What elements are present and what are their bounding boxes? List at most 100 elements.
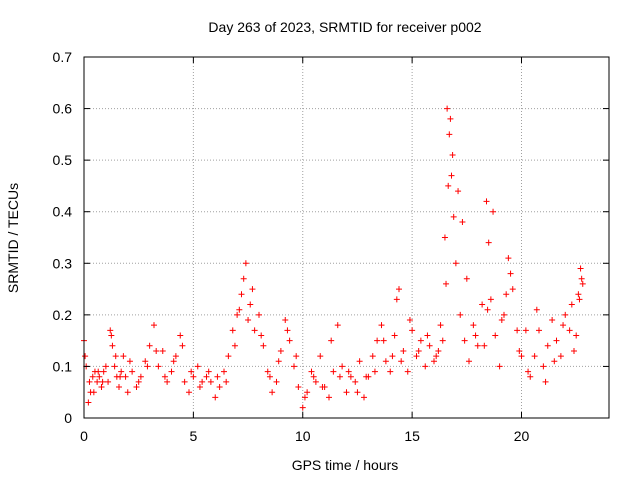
x-tick-label: 5 xyxy=(189,428,197,444)
data-point xyxy=(301,394,308,401)
data-point xyxy=(196,384,203,391)
data-point xyxy=(214,373,221,380)
x-tick-label: 20 xyxy=(514,428,530,444)
y-axis-label: SRMTID / TECUs xyxy=(5,183,21,293)
data-point xyxy=(293,353,300,360)
data-point xyxy=(466,358,472,365)
data-point xyxy=(116,384,122,391)
data-point xyxy=(455,188,462,195)
data-point xyxy=(190,373,197,380)
data-point xyxy=(514,327,521,334)
data-point xyxy=(533,306,540,313)
data-point xyxy=(151,322,157,329)
data-point xyxy=(557,353,564,360)
y-tick-label: 0.7 xyxy=(53,49,73,65)
data-point xyxy=(389,353,396,360)
data-point xyxy=(577,265,584,272)
data-point xyxy=(437,322,444,329)
data-point xyxy=(164,378,171,385)
data-point xyxy=(522,327,529,334)
data-point xyxy=(308,368,315,375)
data-point xyxy=(527,373,534,380)
data-point xyxy=(380,337,387,344)
data-point xyxy=(575,291,582,298)
data-point xyxy=(487,296,494,303)
data-point xyxy=(400,347,407,354)
data-point xyxy=(387,368,394,375)
data-point xyxy=(90,389,97,396)
data-point xyxy=(417,337,424,344)
data-point xyxy=(172,353,179,360)
data-point xyxy=(199,378,206,385)
data-point xyxy=(203,373,210,380)
data-point xyxy=(207,378,214,385)
y-tick-label: 0.3 xyxy=(53,255,73,271)
data-point xyxy=(194,363,201,370)
data-point xyxy=(205,368,212,375)
data-point xyxy=(496,363,503,370)
data-point xyxy=(109,342,116,349)
data-point xyxy=(179,342,186,349)
data-point xyxy=(452,260,459,267)
data-point xyxy=(448,172,455,179)
data-point xyxy=(155,363,162,370)
data-point xyxy=(117,373,124,380)
data-point xyxy=(124,389,131,396)
x-axis-label: GPS time / hours xyxy=(292,457,399,473)
data-point xyxy=(266,373,273,380)
data-point xyxy=(247,301,254,308)
data-point xyxy=(363,373,370,380)
data-point xyxy=(354,389,361,396)
data-point xyxy=(236,306,243,313)
x-tick-label: 0 xyxy=(80,428,88,444)
data-point xyxy=(479,301,486,308)
data-point xyxy=(251,327,258,334)
data-point xyxy=(291,363,297,370)
data-point xyxy=(326,394,332,401)
data-point xyxy=(441,234,448,241)
data-point xyxy=(108,332,115,339)
data-point xyxy=(126,358,133,365)
data-point xyxy=(286,337,293,344)
data-point xyxy=(319,384,326,391)
y-tick-label: 0.6 xyxy=(53,101,73,117)
data-point xyxy=(122,373,129,380)
data-point xyxy=(470,322,477,329)
data-point xyxy=(566,327,573,334)
data-point xyxy=(177,332,184,339)
data-point xyxy=(579,280,586,287)
y-tick-label: 0.5 xyxy=(53,152,73,168)
data-point xyxy=(330,368,337,375)
data-point xyxy=(170,358,177,365)
y-tick-label: 0.2 xyxy=(53,307,73,323)
data-point xyxy=(95,368,102,375)
data-point xyxy=(485,239,492,246)
data-point xyxy=(186,389,192,396)
data-point xyxy=(118,368,125,375)
data-point xyxy=(295,384,302,391)
data-point xyxy=(371,368,378,375)
data-point xyxy=(231,342,238,349)
data-point xyxy=(249,286,256,293)
data-point xyxy=(492,332,499,339)
data-point xyxy=(96,373,103,380)
data-point xyxy=(576,296,583,303)
data-points xyxy=(81,105,586,411)
data-point xyxy=(105,378,112,385)
data-point xyxy=(431,358,437,365)
data-point xyxy=(328,337,335,344)
data-point xyxy=(447,115,454,122)
data-point xyxy=(161,373,168,380)
data-point xyxy=(536,327,542,334)
data-point xyxy=(450,213,457,220)
data-point xyxy=(391,332,398,339)
data-point xyxy=(374,337,381,344)
data-point xyxy=(553,337,560,344)
data-point xyxy=(449,151,456,158)
data-point xyxy=(168,368,175,375)
data-point xyxy=(275,358,282,365)
data-point xyxy=(304,389,311,396)
data-point xyxy=(413,353,420,360)
data-point xyxy=(216,384,223,391)
data-point xyxy=(424,332,431,339)
